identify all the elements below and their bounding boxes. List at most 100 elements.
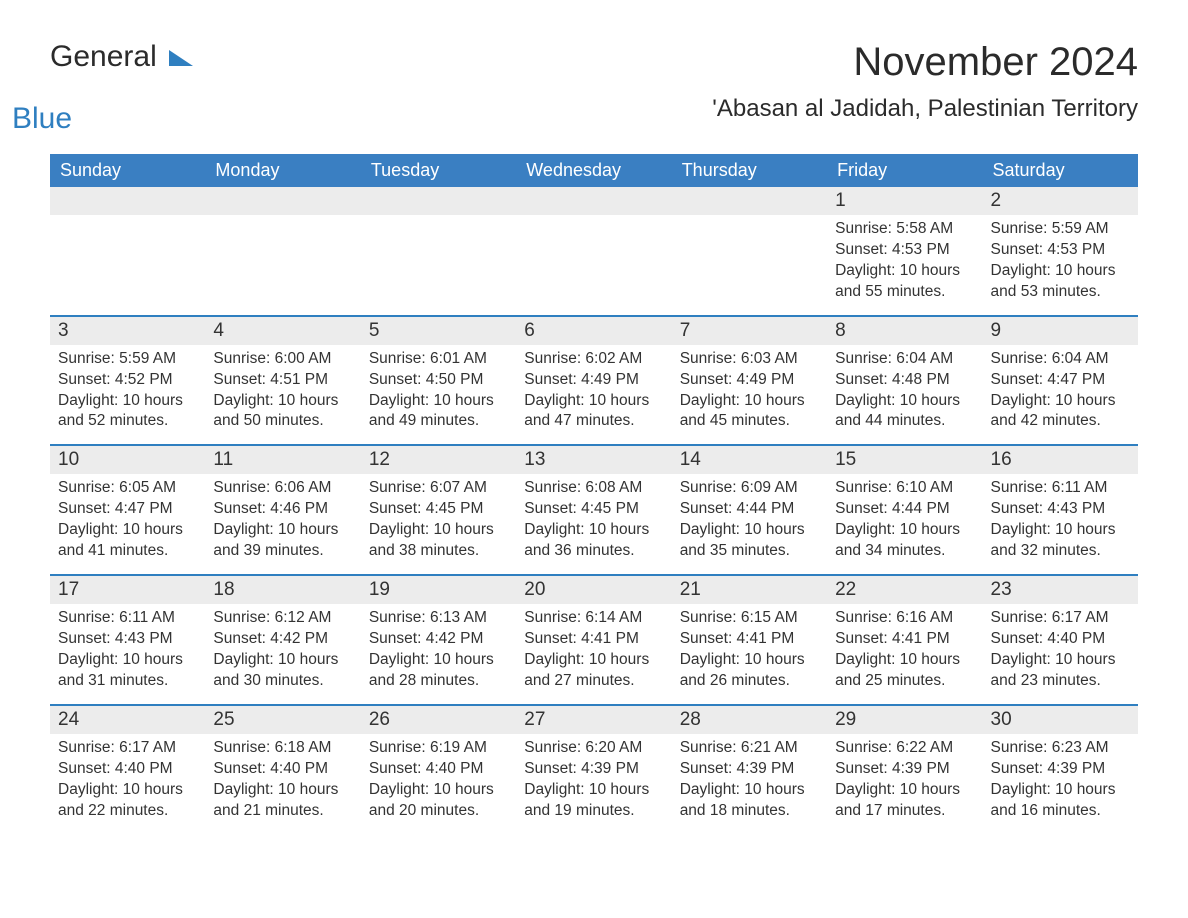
- daylight-line-1: Daylight: 10 hours: [213, 391, 352, 412]
- logo-text-2: Blue: [12, 102, 193, 136]
- weekday-header: Friday: [827, 154, 982, 187]
- sunrise-line: Sunrise: 6:18 AM: [213, 738, 352, 759]
- location-subtitle: 'Abasan al Jadidah, Palestinian Territor…: [712, 95, 1138, 123]
- weekday-header: Saturday: [983, 154, 1138, 187]
- daylight-line-1: Daylight: 10 hours: [524, 780, 663, 801]
- day-details: Sunrise: 5:59 AMSunset: 4:52 PMDaylight:…: [50, 345, 205, 433]
- day-number: 2: [983, 187, 1138, 215]
- daylight-line-1: Daylight: 10 hours: [991, 391, 1130, 412]
- sunset-line: Sunset: 4:49 PM: [680, 370, 819, 391]
- day-number: 14: [672, 446, 827, 474]
- sunrise-line: Sunrise: 5:59 AM: [58, 349, 197, 370]
- daylight-line-2: and 32 minutes.: [991, 541, 1130, 562]
- daylight-line-2: and 53 minutes.: [991, 282, 1130, 303]
- day-cell: 8Sunrise: 6:04 AMSunset: 4:48 PMDaylight…: [827, 317, 982, 445]
- daylight-line-1: Daylight: 10 hours: [680, 520, 819, 541]
- daylight-line-2: and 20 minutes.: [369, 801, 508, 822]
- sunrise-line: Sunrise: 6:04 AM: [835, 349, 974, 370]
- day-number: 4: [205, 317, 360, 345]
- sunset-line: Sunset: 4:41 PM: [524, 629, 663, 650]
- week-row: 3Sunrise: 5:59 AMSunset: 4:52 PMDaylight…: [50, 315, 1138, 445]
- sunrise-line: Sunrise: 6:08 AM: [524, 478, 663, 499]
- day-cell: [50, 187, 205, 315]
- day-number: 19: [361, 576, 516, 604]
- day-details: Sunrise: 6:17 AMSunset: 4:40 PMDaylight:…: [50, 734, 205, 822]
- header: General Blue November 2024 'Abasan al Ja…: [50, 40, 1138, 136]
- daylight-line-2: and 38 minutes.: [369, 541, 508, 562]
- sunrise-line: Sunrise: 6:17 AM: [991, 608, 1130, 629]
- daylight-line-1: Daylight: 10 hours: [835, 650, 974, 671]
- sunrise-line: Sunrise: 6:04 AM: [991, 349, 1130, 370]
- day-cell: 20Sunrise: 6:14 AMSunset: 4:41 PMDayligh…: [516, 576, 671, 704]
- weekday-header: Wednesday: [516, 154, 671, 187]
- weekday-header: Monday: [205, 154, 360, 187]
- sunset-line: Sunset: 4:50 PM: [369, 370, 508, 391]
- sunset-line: Sunset: 4:44 PM: [680, 499, 819, 520]
- day-number: 12: [361, 446, 516, 474]
- sunset-line: Sunset: 4:39 PM: [835, 759, 974, 780]
- sunrise-line: Sunrise: 6:09 AM: [680, 478, 819, 499]
- daylight-line-2: and 31 minutes.: [58, 671, 197, 692]
- day-cell: 12Sunrise: 6:07 AMSunset: 4:45 PMDayligh…: [361, 446, 516, 574]
- sunset-line: Sunset: 4:39 PM: [991, 759, 1130, 780]
- weekday-header-row: Sunday Monday Tuesday Wednesday Thursday…: [50, 154, 1138, 187]
- month-title: November 2024: [712, 40, 1138, 85]
- day-details: Sunrise: 6:13 AMSunset: 4:42 PMDaylight:…: [361, 604, 516, 692]
- sunrise-line: Sunrise: 6:01 AM: [369, 349, 508, 370]
- day-cell: 25Sunrise: 6:18 AMSunset: 4:40 PMDayligh…: [205, 706, 360, 834]
- day-cell: 13Sunrise: 6:08 AMSunset: 4:45 PMDayligh…: [516, 446, 671, 574]
- sunrise-line: Sunrise: 6:15 AM: [680, 608, 819, 629]
- day-details: Sunrise: 6:17 AMSunset: 4:40 PMDaylight:…: [983, 604, 1138, 692]
- sunrise-line: Sunrise: 6:00 AM: [213, 349, 352, 370]
- sunrise-line: Sunrise: 6:02 AM: [524, 349, 663, 370]
- day-number: 7: [672, 317, 827, 345]
- day-cell: 16Sunrise: 6:11 AMSunset: 4:43 PMDayligh…: [983, 446, 1138, 574]
- day-details: Sunrise: 6:12 AMSunset: 4:42 PMDaylight:…: [205, 604, 360, 692]
- daylight-line-1: Daylight: 10 hours: [58, 650, 197, 671]
- daylight-line-2: and 16 minutes.: [991, 801, 1130, 822]
- day-details: Sunrise: 6:10 AMSunset: 4:44 PMDaylight:…: [827, 474, 982, 562]
- daylight-line-2: and 26 minutes.: [680, 671, 819, 692]
- day-details: Sunrise: 6:05 AMSunset: 4:47 PMDaylight:…: [50, 474, 205, 562]
- sunset-line: Sunset: 4:48 PM: [835, 370, 974, 391]
- day-details: Sunrise: 6:04 AMSunset: 4:48 PMDaylight:…: [827, 345, 982, 433]
- day-details: Sunrise: 6:18 AMSunset: 4:40 PMDaylight:…: [205, 734, 360, 822]
- empty-day-bar: [516, 187, 671, 215]
- flag-icon: [169, 50, 193, 66]
- day-cell: 15Sunrise: 6:10 AMSunset: 4:44 PMDayligh…: [827, 446, 982, 574]
- daylight-line-2: and 39 minutes.: [213, 541, 352, 562]
- day-number: 18: [205, 576, 360, 604]
- day-cell: 21Sunrise: 6:15 AMSunset: 4:41 PMDayligh…: [672, 576, 827, 704]
- day-details: Sunrise: 5:58 AMSunset: 4:53 PMDaylight:…: [827, 215, 982, 303]
- day-number: 17: [50, 576, 205, 604]
- daylight-line-2: and 50 minutes.: [213, 411, 352, 432]
- sunrise-line: Sunrise: 6:10 AM: [835, 478, 974, 499]
- day-details: Sunrise: 6:08 AMSunset: 4:45 PMDaylight:…: [516, 474, 671, 562]
- day-number: 23: [983, 576, 1138, 604]
- daylight-line-2: and 28 minutes.: [369, 671, 508, 692]
- daylight-line-2: and 41 minutes.: [58, 541, 197, 562]
- daylight-line-1: Daylight: 10 hours: [991, 650, 1130, 671]
- daylight-line-1: Daylight: 10 hours: [680, 650, 819, 671]
- daylight-line-2: and 23 minutes.: [991, 671, 1130, 692]
- sunset-line: Sunset: 4:39 PM: [680, 759, 819, 780]
- day-details: Sunrise: 6:11 AMSunset: 4:43 PMDaylight:…: [50, 604, 205, 692]
- day-number: 13: [516, 446, 671, 474]
- daylight-line-2: and 36 minutes.: [524, 541, 663, 562]
- day-cell: 22Sunrise: 6:16 AMSunset: 4:41 PMDayligh…: [827, 576, 982, 704]
- daylight-line-1: Daylight: 10 hours: [680, 780, 819, 801]
- day-number: 30: [983, 706, 1138, 734]
- day-number: 6: [516, 317, 671, 345]
- day-number: 9: [983, 317, 1138, 345]
- daylight-line-2: and 25 minutes.: [835, 671, 974, 692]
- daylight-line-1: Daylight: 10 hours: [58, 520, 197, 541]
- daylight-line-2: and 52 minutes.: [58, 411, 197, 432]
- day-cell: 2Sunrise: 5:59 AMSunset: 4:53 PMDaylight…: [983, 187, 1138, 315]
- sunset-line: Sunset: 4:42 PM: [213, 629, 352, 650]
- daylight-line-1: Daylight: 10 hours: [213, 650, 352, 671]
- day-number: 25: [205, 706, 360, 734]
- sunrise-line: Sunrise: 6:11 AM: [991, 478, 1130, 499]
- day-number: 1: [827, 187, 982, 215]
- day-number: 10: [50, 446, 205, 474]
- day-details: Sunrise: 6:04 AMSunset: 4:47 PMDaylight:…: [983, 345, 1138, 433]
